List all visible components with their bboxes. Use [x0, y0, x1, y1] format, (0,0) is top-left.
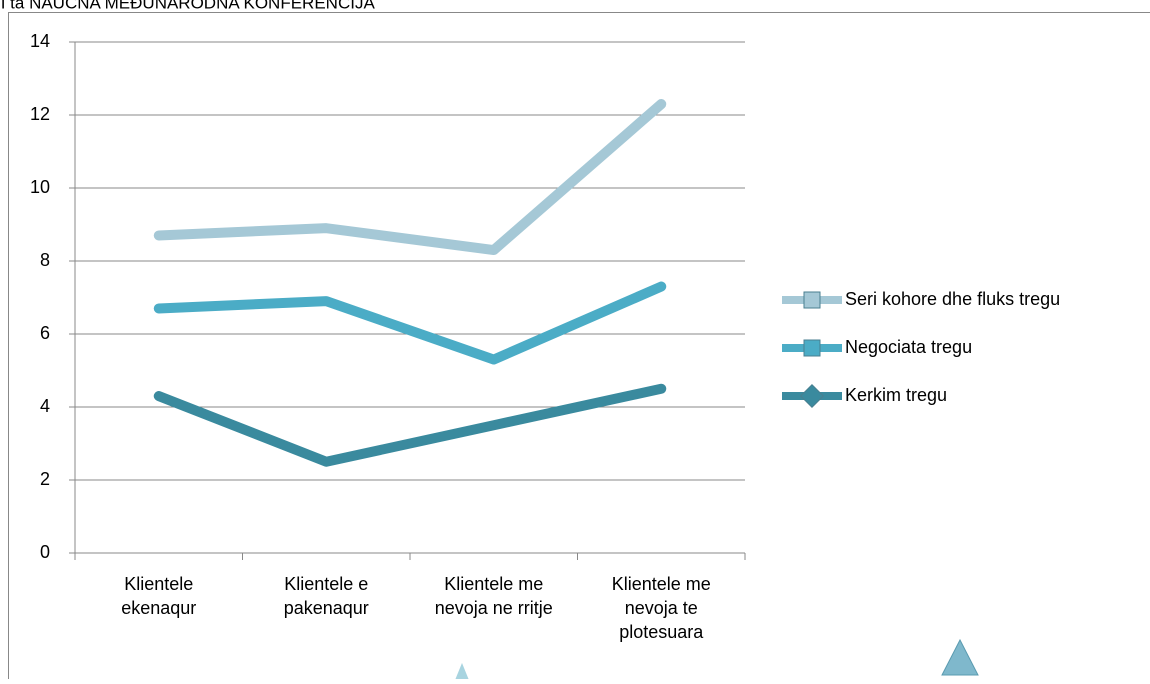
y-tick-label: 6 — [40, 323, 50, 343]
y-tick-label: 10 — [30, 177, 50, 197]
y-tick-label: 14 — [30, 31, 50, 51]
series-line — [159, 287, 662, 360]
legend-label: Kerkim tregu — [845, 385, 947, 405]
legend-marker — [804, 340, 820, 356]
legend-label: Seri kohore dhe fluks tregu — [845, 289, 1060, 309]
legend-label: Negociata tregu — [845, 337, 972, 357]
decoration — [451, 640, 978, 679]
y-tick-label: 4 — [40, 396, 50, 416]
y-tick-label: 0 — [40, 542, 50, 562]
legend-marker — [801, 385, 824, 408]
legend-marker — [804, 292, 820, 308]
series-line — [159, 389, 662, 462]
y-tick-label: 8 — [40, 250, 50, 270]
y-tick-label: 12 — [30, 104, 50, 124]
header: II ta NAUČNA MEĐUNARODNA KONFERENCIJA — [0, 0, 375, 12]
y-tick-label: 2 — [40, 469, 50, 489]
series-line — [159, 104, 662, 250]
